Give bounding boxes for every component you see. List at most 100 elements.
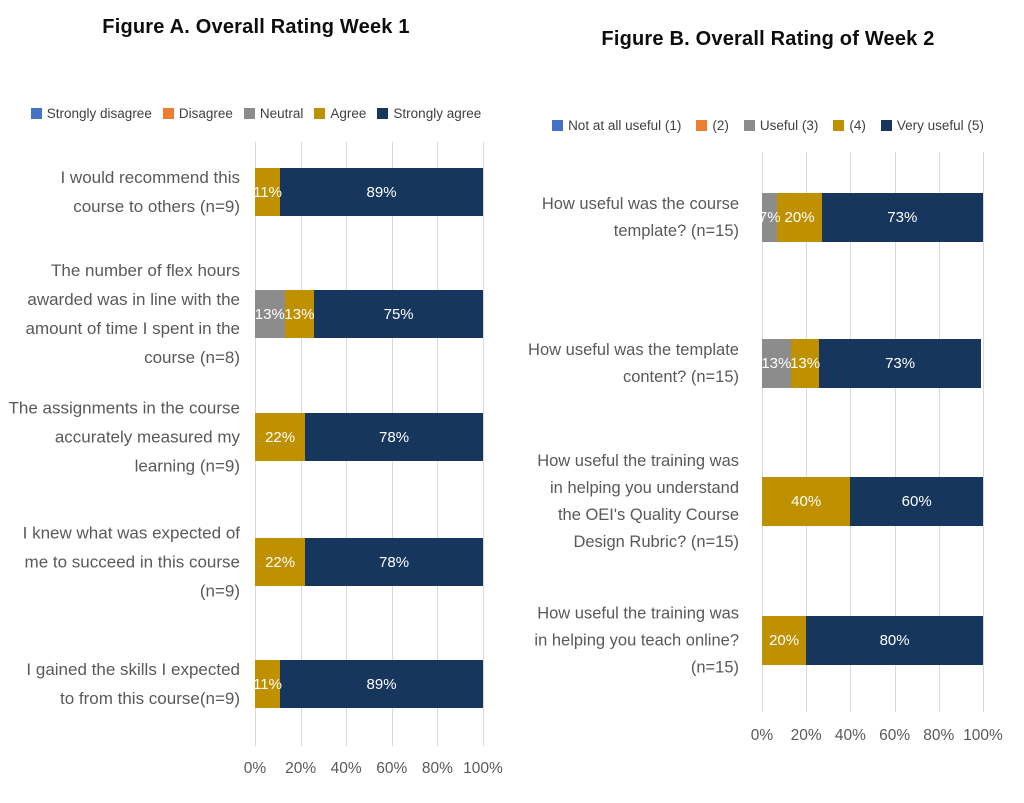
gridline bbox=[483, 142, 484, 746]
legend-label: (2) bbox=[712, 118, 729, 133]
category-label: I would recommend this course to others … bbox=[60, 168, 240, 216]
legend-swatch bbox=[552, 120, 564, 131]
bar-segment-label: 78% bbox=[379, 428, 410, 446]
bar-segment-label: 7% bbox=[758, 209, 781, 226]
bar-segment: 78% bbox=[305, 413, 483, 461]
chart-b-title: Figure B. Overall Rating of Week 2 bbox=[601, 28, 935, 50]
chart-b-legend: Not at all useful (1) (2) Useful (3) (4) Ver… bbox=[512, 118, 1024, 133]
legend-item: Agree bbox=[314, 106, 366, 121]
legend-swatch bbox=[880, 120, 892, 131]
legend-item: (4) bbox=[833, 118, 866, 133]
bar-segment-label: 89% bbox=[366, 675, 397, 693]
bar-segment: 80% bbox=[806, 616, 983, 665]
bar-segment-label: 11% bbox=[253, 675, 282, 693]
chart-figure-b: Figure B. Overall Rating of Week 2 Not a… bbox=[512, 0, 1024, 803]
x-axis-tick-label: 40% bbox=[330, 760, 362, 777]
category-label: I knew what was expected of me to succee… bbox=[22, 523, 240, 601]
bar-segment: 60% bbox=[850, 477, 983, 526]
legend-swatch bbox=[162, 108, 174, 119]
bar-row: 40% 60% bbox=[762, 477, 983, 526]
legend-label: Neutral bbox=[259, 106, 304, 121]
legend-swatch bbox=[314, 108, 326, 119]
legend-label: Disagree bbox=[178, 106, 233, 121]
legend-item: Disagree bbox=[162, 106, 233, 121]
legend-label: Not at all useful (1) bbox=[568, 118, 682, 133]
legend-swatch bbox=[30, 108, 42, 119]
legend-item: Not at all useful (1) bbox=[552, 118, 681, 133]
legend-label: Strongly agree bbox=[393, 106, 482, 121]
legend-item: Very useful (5) bbox=[880, 118, 984, 133]
gridline bbox=[850, 152, 852, 712]
bar-row: 13% 13% 75% bbox=[255, 290, 483, 338]
category-label: How useful was the template content? (n=… bbox=[528, 340, 739, 386]
gridline bbox=[938, 152, 940, 712]
bar-row: 7% 20% 73% bbox=[759, 193, 983, 242]
bar-segment: 13% bbox=[790, 339, 820, 388]
bar-segment-label: 13% bbox=[254, 305, 285, 323]
x-axis-tick-label: 60% bbox=[376, 760, 408, 777]
bar-segment: 13% bbox=[761, 339, 792, 388]
legend-label: Very useful (5) bbox=[896, 118, 984, 133]
legend-label: Useful (3) bbox=[759, 118, 819, 133]
bar-row: 13% 13% 73% bbox=[761, 339, 983, 388]
bar-segment-label: 73% bbox=[885, 355, 916, 372]
legend-swatch bbox=[833, 120, 845, 131]
legend-swatch bbox=[377, 108, 389, 119]
bar-row: 20% 80% bbox=[762, 616, 983, 665]
bar-row: 22% 78% bbox=[255, 413, 483, 461]
x-axis-tick-label: 0% bbox=[243, 760, 267, 777]
bar-segment: 22% bbox=[255, 413, 306, 461]
legend-label: Agree bbox=[330, 106, 367, 121]
bar-segment: 20% bbox=[762, 616, 807, 665]
gridline bbox=[894, 152, 896, 712]
bar-segment-label: 20% bbox=[769, 632, 800, 649]
x-axis-tick-label: 0% bbox=[750, 727, 774, 744]
bar-segment: 13% bbox=[284, 290, 314, 338]
bar-segment: 20% bbox=[777, 193, 822, 242]
bar-segment: 73% bbox=[819, 339, 981, 388]
bar-row: 11% 89% bbox=[253, 168, 483, 216]
bar-segment-label: 89% bbox=[366, 183, 397, 201]
bar-segment-label: 11% bbox=[253, 183, 282, 201]
legend-item: Strongly disagree bbox=[30, 106, 152, 121]
bar-segment: 73% bbox=[821, 193, 983, 242]
bar-segment: 22% bbox=[255, 538, 306, 586]
legend-swatch bbox=[696, 120, 708, 131]
chart-a-legend: Strongly disagree Disagree Neutral Agree Str… bbox=[0, 106, 512, 121]
bar-segment: 7% bbox=[759, 193, 781, 242]
bar-segment-label: 20% bbox=[784, 209, 815, 226]
bar-segment-label: 13% bbox=[761, 355, 792, 372]
category-label: How useful the training was in helping y… bbox=[537, 451, 739, 551]
legend-item: (2) bbox=[696, 118, 729, 133]
bar-segment: 13% bbox=[255, 290, 285, 338]
x-axis-tick-label: 60% bbox=[879, 727, 911, 744]
bar-segment: 11% bbox=[253, 168, 282, 216]
chart-figure-a: Figure A. Overall Rating Week 1 Strongly… bbox=[0, 16, 512, 777]
x-axis-tick-label: 100% bbox=[463, 760, 503, 777]
x-axis-tick-label: 80% bbox=[923, 727, 955, 744]
category-label: How useful was the course template? (n=1… bbox=[541, 194, 739, 240]
bar-segment-label: 60% bbox=[901, 493, 932, 510]
legend-item: Strongly agree bbox=[377, 106, 481, 121]
bar-segment: 11% bbox=[253, 660, 282, 708]
category-label: The assignments in the course accurately… bbox=[8, 398, 240, 476]
bar-segment-label: 22% bbox=[265, 428, 296, 446]
legend-swatch bbox=[743, 120, 755, 131]
gridline bbox=[762, 152, 763, 712]
legend-label: (4) bbox=[849, 118, 866, 133]
chart-a-title: Figure A. Overall Rating Week 1 bbox=[102, 16, 410, 38]
category-label: The number of flex hours awarded was in … bbox=[25, 261, 240, 367]
bar-segment: 89% bbox=[280, 660, 483, 708]
chart-a-plot-area: 11% 89% 13% 13% 75% 22% 78% 22% 78% 11% 89% bbox=[253, 142, 484, 746]
gridline bbox=[806, 152, 808, 712]
legend-item: Useful (3) bbox=[743, 118, 819, 133]
bar-row: 22% 78% bbox=[255, 538, 483, 586]
chart-b-plot-area: 7% 20% 73% 13% 13% 73% 40% 60% 20% 80% bbox=[759, 152, 984, 712]
bar-segment-label: 40% bbox=[791, 493, 822, 510]
legend-swatch bbox=[243, 108, 255, 119]
bar-segment: 89% bbox=[280, 168, 483, 216]
x-axis-tick-label: 100% bbox=[963, 727, 1003, 744]
bar-segment: 78% bbox=[305, 538, 483, 586]
x-axis-tick-label: 40% bbox=[834, 727, 866, 744]
